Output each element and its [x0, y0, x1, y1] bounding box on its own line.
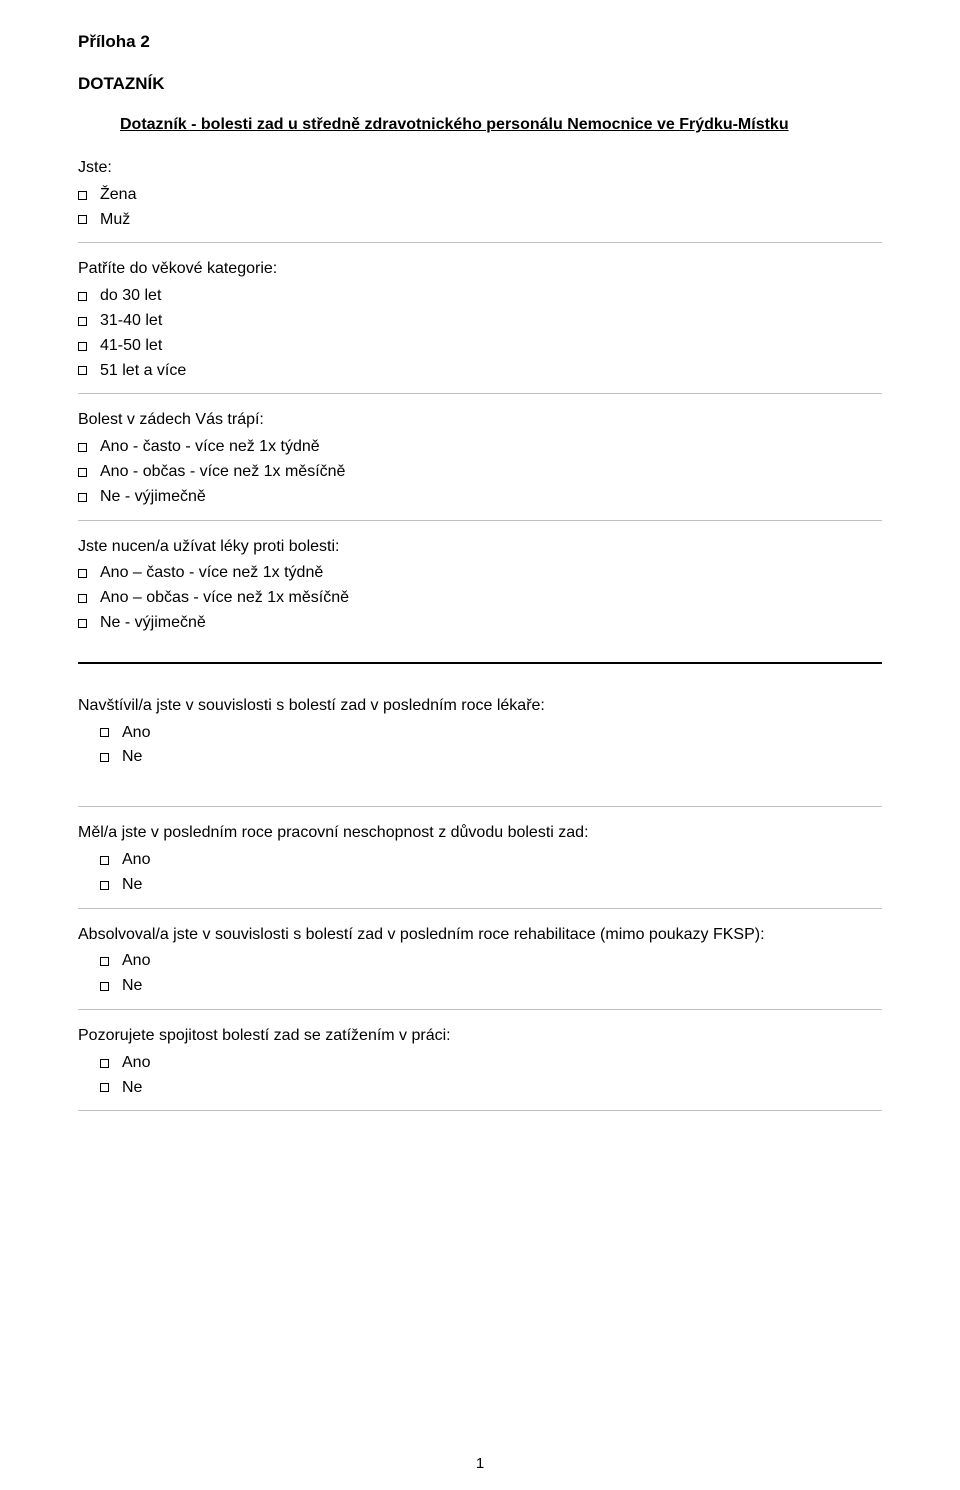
option-item: Ne [78, 745, 882, 770]
checkbox-icon[interactable] [100, 856, 109, 865]
checkbox-icon[interactable] [100, 957, 109, 966]
question-label: Pozorujete spojitost bolestí zad se zatí… [78, 1024, 882, 1049]
option-item: Ano - často - více než 1x týdně [78, 435, 882, 460]
survey-title: Dotazník - bolesti zad u středně zdravot… [120, 116, 882, 134]
question-label: Jste: [78, 156, 882, 181]
option-list: Žena Muž [78, 183, 882, 233]
option-item: Ne [78, 873, 882, 898]
option-text: Ano [122, 848, 150, 873]
checkbox-icon[interactable] [100, 1083, 109, 1092]
option-item: Ano [78, 721, 882, 746]
question-medication: Jste nucen/a užívat léky proti bolesti: … [78, 535, 882, 664]
option-list: Ano - často - více než 1x týdně Ano - ob… [78, 435, 882, 509]
checkbox-icon[interactable] [78, 443, 87, 452]
option-text: Ano – občas - více než 1x měsíčně [100, 586, 349, 611]
option-text: Ne [122, 1076, 142, 1101]
page-number: 1 [0, 1455, 960, 1472]
option-list: Ano Ne [78, 848, 882, 898]
option-item: Ano [78, 1051, 882, 1076]
option-text: do 30 let [100, 284, 161, 309]
checkbox-icon[interactable] [78, 569, 87, 578]
checkbox-icon[interactable] [100, 982, 109, 991]
option-list: do 30 let 31-40 let 41-50 let 51 let a v… [78, 284, 882, 383]
question-age: Patříte do věkové kategorie: do 30 let 3… [78, 257, 882, 394]
checkbox-icon[interactable] [100, 1059, 109, 1068]
checkbox-icon[interactable] [100, 728, 109, 737]
option-text: 41-50 let [100, 334, 162, 359]
checkbox-icon[interactable] [78, 317, 87, 326]
option-text: 31-40 let [100, 309, 162, 334]
checkbox-icon[interactable] [78, 366, 87, 375]
checkbox-icon[interactable] [78, 493, 87, 502]
question-label: Jste nucen/a užívat léky proti bolesti: [78, 535, 882, 560]
option-list: Ano Ne [78, 949, 882, 999]
checkbox-icon[interactable] [78, 292, 87, 301]
option-text: Muž [100, 208, 130, 233]
question-label: Navštívil/a jste v souvislosti s bolestí… [78, 694, 882, 719]
question-workload: Pozorujete spojitost bolestí zad se zatí… [78, 1024, 882, 1111]
option-text: Ne [122, 745, 142, 770]
option-item: Ano [78, 949, 882, 974]
question-pain-frequency: Bolest v zádech Vás trápí: Ano - často -… [78, 408, 882, 520]
checkbox-icon[interactable] [78, 342, 87, 351]
question-label: Měl/a jste v posledním roce pracovní nes… [78, 821, 882, 846]
option-text: Ano – často - více než 1x týdně [100, 561, 323, 586]
option-list: Ano Ne [78, 721, 882, 771]
checkbox-icon[interactable] [100, 753, 109, 762]
question-label: Patříte do věkové kategorie: [78, 257, 882, 282]
option-item: Muž [78, 208, 882, 233]
option-text: Ano [122, 949, 150, 974]
checkbox-icon[interactable] [78, 594, 87, 603]
option-item: 51 let a více [78, 359, 882, 384]
question-doctor-visit: Navštívil/a jste v souvislosti s bolestí… [78, 694, 882, 807]
doc-title: DOTAZNÍK [78, 74, 882, 94]
checkbox-icon[interactable] [78, 619, 87, 628]
option-text: Ano - občas - více než 1x měsíčně [100, 460, 345, 485]
option-list: Ano – často - více než 1x týdně Ano – ob… [78, 561, 882, 635]
option-text: Ano - často - více než 1x týdně [100, 435, 320, 460]
option-item: 31-40 let [78, 309, 882, 334]
option-item: Ne - výjimečně [78, 485, 882, 510]
option-item: do 30 let [78, 284, 882, 309]
checkbox-icon[interactable] [78, 468, 87, 477]
option-text: Ne - výjimečně [100, 485, 206, 510]
appendix-label: Příloha 2 [78, 32, 882, 52]
checkbox-icon[interactable] [78, 191, 87, 200]
option-item: Ne [78, 1076, 882, 1101]
option-item: Ano – občas - více než 1x měsíčně [78, 586, 882, 611]
question-gender: Jste: Žena Muž [78, 156, 882, 243]
option-item: Ne - výjimečně [78, 611, 882, 636]
option-text: Ne - výjimečně [100, 611, 206, 636]
option-text: Ne [122, 974, 142, 999]
option-item: Ano [78, 848, 882, 873]
option-list: Ano Ne [78, 1051, 882, 1101]
question-label: Bolest v zádech Vás trápí: [78, 408, 882, 433]
question-label: Absolvoval/a jste v souvislosti s bolest… [78, 923, 882, 948]
option-item: Ne [78, 974, 882, 999]
option-item: Ano - občas - více než 1x měsíčně [78, 460, 882, 485]
option-text: Ano [122, 721, 150, 746]
question-rehab: Absolvoval/a jste v souvislosti s bolest… [78, 923, 882, 1010]
option-text: Ano [122, 1051, 150, 1076]
option-item: Ano – často - více než 1x týdně [78, 561, 882, 586]
option-item: 41-50 let [78, 334, 882, 359]
option-text: Ne [122, 873, 142, 898]
option-text: 51 let a více [100, 359, 186, 384]
page: Příloha 2 DOTAZNÍK Dotazník - bolesti za… [0, 0, 960, 1490]
checkbox-icon[interactable] [78, 215, 87, 224]
question-sick-leave: Měl/a jste v posledním roce pracovní nes… [78, 821, 882, 908]
checkbox-icon[interactable] [100, 881, 109, 890]
option-text: Žena [100, 183, 136, 208]
option-item: Žena [78, 183, 882, 208]
